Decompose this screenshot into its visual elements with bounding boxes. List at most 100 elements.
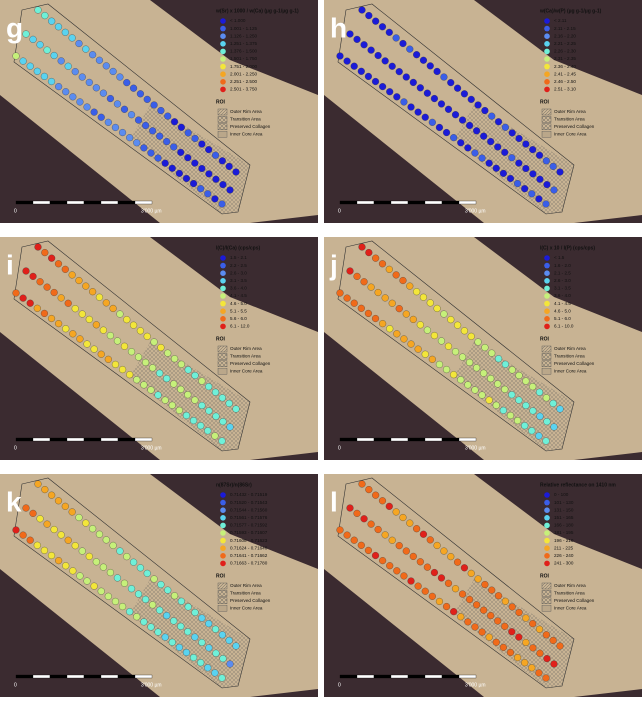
legend-item: 0 - 100 [554, 492, 569, 497]
legend-item: 1.376 - 1.500 [230, 49, 258, 54]
sample-spot [522, 141, 529, 148]
sample-spot [415, 583, 422, 590]
legend-swatch [220, 553, 226, 559]
sample-spot [480, 607, 487, 614]
map-panel: gw(Sr) x 1000 / w(Ca) (µg g-1/µg g-1)< 1… [0, 0, 318, 223]
scale-segment [459, 675, 476, 678]
legend-swatch [220, 308, 226, 314]
sample-spot [171, 592, 178, 599]
sample-spot [393, 330, 400, 337]
scale-segment [425, 201, 442, 204]
sample-spot [137, 564, 144, 571]
legend-item: 131 - 150 [554, 507, 574, 512]
sample-spot [516, 372, 523, 379]
sample-spot [557, 169, 564, 176]
sample-spot [359, 244, 366, 251]
scale-segment [459, 438, 476, 441]
sample-spot [443, 129, 450, 136]
sample-spot [171, 118, 178, 125]
roi-swatch [218, 346, 227, 352]
sample-spot [351, 300, 358, 307]
sample-spot [551, 661, 558, 668]
sample-spot [227, 187, 234, 194]
roi-item: Preserved Collagen [554, 598, 595, 603]
roi-item: Transition Area [230, 117, 261, 122]
legend-swatch [220, 515, 226, 521]
legend-item: 1.6 - 2.0 [554, 263, 571, 268]
sample-spot [535, 195, 542, 202]
sample-spot [457, 376, 464, 383]
sample-spot [507, 175, 514, 182]
legend-swatch [220, 49, 226, 55]
legend-item: 3.6 - 4.0 [554, 293, 571, 298]
sample-spot [494, 618, 501, 625]
roi-title: ROI [540, 336, 550, 342]
sample-spot [344, 532, 351, 539]
sample-spot [48, 552, 55, 559]
roi-item: Inner Core Area [230, 131, 263, 136]
sample-spot [529, 170, 536, 177]
scale-end: 3'000 µm [141, 445, 162, 451]
sample-spot [400, 277, 407, 284]
sample-spot [486, 634, 493, 641]
sample-spot [219, 438, 226, 445]
legend-item: 2.36 - 2.40 [554, 64, 576, 69]
sample-spot [178, 361, 185, 368]
sample-spot [48, 78, 55, 85]
sample-spot [76, 40, 83, 47]
sample-spot [415, 109, 422, 116]
legend-swatch [220, 278, 226, 284]
sample-spot [413, 288, 420, 295]
sample-spot [479, 629, 486, 636]
sample-spot [486, 160, 493, 167]
sample-spot [198, 402, 205, 409]
sample-spot [84, 578, 91, 585]
sample-spot [149, 364, 156, 371]
sample-spot [55, 320, 62, 327]
sample-spot [516, 135, 523, 142]
roi-swatch [542, 605, 551, 611]
sample-spot [382, 294, 389, 301]
sample-spot [495, 118, 502, 125]
legend-swatch [544, 71, 550, 77]
legend-swatch [220, 301, 226, 307]
sample-spot [550, 163, 557, 170]
sample-spot [344, 58, 351, 65]
scale-segment [16, 201, 33, 204]
sample-spot [100, 327, 107, 334]
legend-item: < 1.5 [554, 255, 565, 260]
sample-spot [69, 330, 76, 337]
sample-spot [445, 580, 452, 587]
scale-segment [425, 438, 442, 441]
sample-spot [27, 537, 34, 544]
sample-spot [183, 649, 190, 656]
sample-spot [123, 553, 130, 560]
sample-spot [522, 378, 529, 385]
sample-spot [128, 111, 135, 118]
sample-spot [495, 592, 502, 599]
legend-item: 3.6 - 4.0 [230, 286, 247, 291]
sample-spot [112, 361, 119, 368]
sample-spot [522, 615, 529, 622]
legend-swatch [220, 545, 226, 551]
legend-item: 5.1 - 5.5 [230, 308, 247, 313]
scale-segment [16, 675, 33, 678]
legend-item: 0.71663 - 0.71780 [230, 561, 268, 566]
sample-spot [410, 79, 417, 86]
sample-spot [475, 576, 482, 583]
sample-spot [162, 397, 169, 404]
sample-spot [396, 68, 403, 75]
sample-spot [103, 299, 110, 306]
sample-spot [445, 343, 452, 350]
sample-spot [162, 634, 169, 641]
sample-spot [365, 73, 372, 80]
sample-spot [375, 526, 382, 533]
legend-item: 5.1 - 6.0 [554, 316, 571, 321]
sample-spot [472, 387, 479, 394]
legend-swatch [220, 316, 226, 322]
sample-spot [79, 311, 86, 318]
sample-spot [205, 383, 212, 390]
scale-segment [357, 675, 374, 678]
legend-swatch [544, 41, 550, 47]
sample-spot [487, 375, 494, 382]
